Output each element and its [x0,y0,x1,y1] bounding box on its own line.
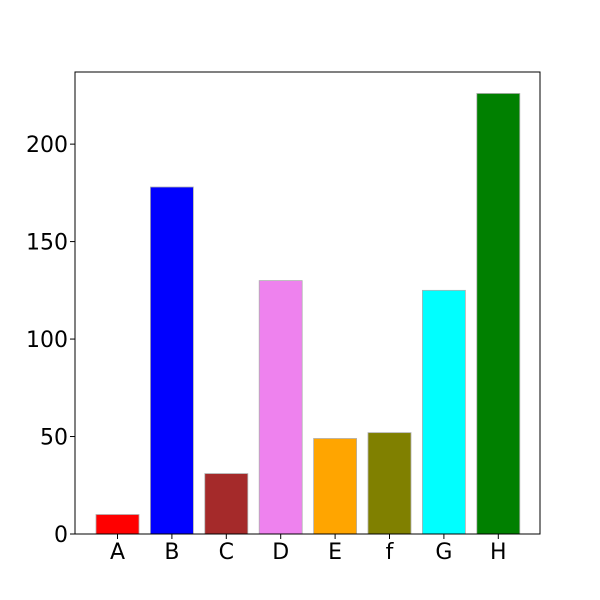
x-tick-label: G [435,540,452,565]
x-tick-label: A [110,540,125,565]
bar-f [367,432,412,535]
x-tick-label: f [386,540,395,565]
bars-layer [95,93,521,535]
bar-D [258,280,303,535]
x-tick-label: D [272,540,289,565]
y-tick-label: 50 [40,426,68,451]
plot-frame [74,71,541,535]
x-tick-label: E [328,540,342,565]
y-tick-label: 0 [54,523,68,548]
x-tick-label: C [219,540,234,565]
bar-E [313,438,358,535]
bar-H [476,93,521,535]
x-tick-label: H [490,540,507,565]
y-tick-label: 100 [26,328,68,353]
x-tick-label: B [164,540,179,565]
bar-C [204,473,249,535]
bar-B [149,186,194,535]
bar-A [95,514,140,535]
bar-G [421,289,466,535]
y-tick-label: 150 [26,231,68,256]
y-tick-label: 200 [26,133,68,158]
